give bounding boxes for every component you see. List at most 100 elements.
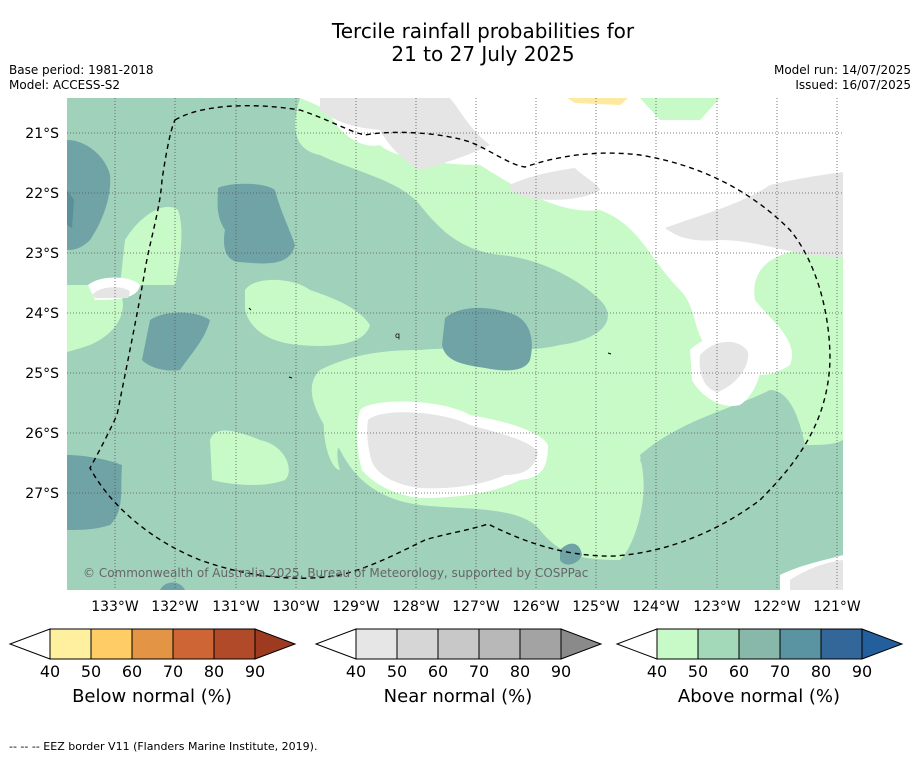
colorbar-swatch — [738, 628, 781, 660]
near-normal-40-region — [665, 172, 843, 258]
lon-label: 128°W — [392, 599, 440, 615]
map-title-line-1: Tercile rainfall probabilities for — [331, 19, 635, 43]
lon-label: 132°W — [151, 599, 199, 615]
above-normal-60-patch — [67, 140, 111, 250]
above-normal-40-patch — [640, 98, 720, 120]
colorbar-swatch — [172, 628, 215, 660]
above-normal-50-region — [620, 390, 843, 590]
lon-label: 129°W — [332, 599, 380, 615]
near-normal-40-region — [367, 412, 538, 489]
near-normal-40-region — [790, 560, 843, 590]
lon-label: 124°W — [632, 599, 680, 615]
above-normal-60-patch-dark — [67, 190, 74, 228]
eez-border — [89, 105, 831, 579]
colorbar-extend-low — [314, 628, 357, 660]
base-period-label: Base period: 1981-2018 — [9, 63, 154, 77]
colorbar-2: 40 50 60 70 80 90 — [615, 628, 904, 681]
near-normal-40-region — [320, 98, 490, 170]
colorbar-tick-label: 80 — [204, 662, 224, 681]
colorbar-swatch — [478, 628, 521, 660]
lat-label: 26°S — [25, 426, 59, 442]
colorbar-tick-label: 70 — [770, 662, 790, 681]
colorbar-0: 40 50 60 70 80 90 — [8, 628, 297, 681]
colorbar-tick-label: 80 — [811, 662, 831, 681]
colorbar-swatch — [90, 628, 133, 660]
above-normal-60-patch — [217, 183, 295, 264]
colorbar-swatch — [396, 628, 439, 660]
colorbar-swatch — [820, 628, 863, 660]
above-normal-40-hole — [323, 366, 548, 470]
above-normal-label: Above normal (%) — [677, 686, 841, 707]
lat-label: 22°S — [25, 186, 59, 202]
latitude-labels: 21°S 22°S 23°S 24°S 25°S 26°S 27°S — [25, 126, 59, 502]
colorbar-tick-label: 90 — [245, 662, 265, 681]
lon-label: 131°W — [212, 599, 260, 615]
lat-label: 25°S — [25, 366, 59, 382]
lon-label: 130°W — [272, 599, 320, 615]
model-label: Model: ACCESS-S2 — [9, 78, 121, 92]
colorbar-tick-label: 90 — [852, 662, 872, 681]
lat-label: 23°S — [25, 246, 59, 262]
colorbar-tick-label: 50 — [688, 662, 708, 681]
colorbar-extend-high — [254, 628, 297, 660]
lon-label: 133°W — [91, 599, 139, 615]
above-normal-60-patch — [142, 312, 210, 371]
colorbar-swatch — [437, 628, 480, 660]
colorbar-tick-label: 60 — [729, 662, 749, 681]
island-marker: q — [395, 331, 400, 340]
above-normal-40-hole — [120, 206, 182, 285]
near-normal-40-region — [699, 341, 749, 392]
above-normal-60-patch — [442, 307, 532, 371]
above-normal-60-patch — [160, 582, 185, 590]
issued-label: Issued: 16/07/2025 — [795, 78, 911, 92]
colorbar-tick-label: 50 — [81, 662, 101, 681]
lon-label: 125°W — [572, 599, 620, 615]
island-marker — [248, 307, 252, 311]
colorbar-swatch — [656, 628, 699, 660]
colorbar-tick-label: 40 — [346, 662, 366, 681]
colorbar-swatch — [697, 628, 740, 660]
colorbar-tick-label: 50 — [387, 662, 407, 681]
colorbar-swatch — [779, 628, 822, 660]
colorbar-tick-label: 60 — [428, 662, 448, 681]
lon-label: 121°W — [813, 599, 861, 615]
near-normal-40-region — [509, 168, 600, 200]
near-normal-label: Near normal (%) — [383, 686, 533, 707]
island-marker — [607, 352, 612, 355]
gridlines — [67, 98, 843, 590]
island-marker — [288, 376, 293, 379]
model-run-label: Model run: 14/07/2025 — [773, 63, 911, 77]
lon-label: 123°W — [693, 599, 741, 615]
colorbar-swatch — [355, 628, 398, 660]
colorbar-tick-label: 70 — [469, 662, 489, 681]
lat-label: 27°S — [25, 486, 59, 502]
eez-border-footnote: -- -- -- EEZ border V11 (Flanders Marine… — [9, 740, 318, 753]
copyright-credit: © Commonwealth of Australia 2025, Bureau… — [83, 566, 588, 580]
colorbar-swatch — [519, 628, 562, 660]
map-area: q © Commonwealth of Australia 2025, Bure… — [67, 98, 843, 590]
below-normal-label: Below normal (%) — [72, 686, 232, 707]
above-normal-40-hole — [67, 285, 123, 352]
above-normal-60-patch — [560, 543, 582, 565]
colorbar-extend-high — [560, 628, 603, 660]
below-normal-40-patch — [567, 98, 628, 105]
colorbar-tick-label: 80 — [510, 662, 530, 681]
colorbar-swatch — [49, 628, 92, 660]
colorbar-tick-label: 60 — [122, 662, 142, 681]
lon-label: 126°W — [512, 599, 560, 615]
colorbar-tick-label: 40 — [647, 662, 667, 681]
above-normal-60-patch — [67, 455, 122, 530]
colorbar-extend-high — [861, 628, 904, 660]
lat-label: 21°S — [25, 126, 59, 142]
lon-label: 122°W — [753, 599, 801, 615]
colorbar-extend-low — [615, 628, 658, 660]
colorbar-swatch — [131, 628, 174, 660]
longitude-labels: 133°W 132°W 131°W 130°W 129°W 128°W 127°… — [91, 599, 861, 615]
lon-label: 127°W — [452, 599, 500, 615]
colorbar-swatch — [213, 628, 256, 660]
colorbar-extend-low — [8, 628, 51, 660]
colorbar-tick-label: 70 — [163, 662, 183, 681]
map-title-line-2: 21 to 27 July 2025 — [391, 42, 575, 66]
colorbar-1: 40 50 60 70 80 90 — [314, 628, 603, 681]
